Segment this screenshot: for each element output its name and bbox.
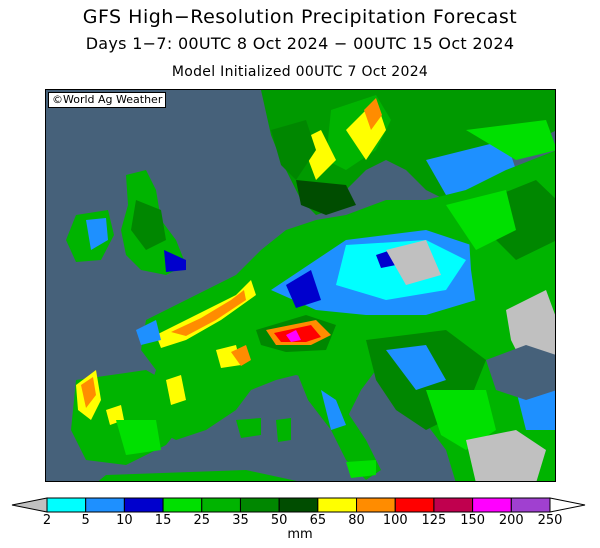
legend-color-box bbox=[201, 497, 241, 513]
legend-tick-label: 2 bbox=[43, 513, 51, 528]
black-sea bbox=[486, 345, 555, 400]
legend-color-box bbox=[433, 497, 474, 513]
legend-color-box bbox=[46, 497, 87, 513]
legend-color-box bbox=[239, 497, 280, 513]
legend-below-arrow bbox=[11, 497, 48, 513]
legend-color-box bbox=[85, 497, 125, 513]
legend-color-box bbox=[278, 497, 319, 513]
color-legend: 2 5 10 15 25 35 50 65 80 100 125 150 200 250 bbox=[11, 497, 586, 528]
legend-color-box bbox=[472, 497, 512, 513]
precipitation-map bbox=[45, 89, 556, 482]
legend-color-box bbox=[162, 497, 203, 513]
legend-above-arrow bbox=[549, 497, 586, 513]
map-credit: ©World Ag Weather bbox=[48, 92, 167, 108]
legend-tick-label: 100 bbox=[383, 513, 408, 528]
legend-color-box bbox=[356, 497, 396, 513]
chart-title: GFS High−Resolution Precipitation Foreca… bbox=[82, 6, 518, 28]
legend-tick-label: 50 bbox=[271, 513, 288, 528]
legend-tick-label: 5 bbox=[82, 513, 90, 528]
legend-tick-label: 200 bbox=[499, 513, 524, 528]
legend-tick-label: 80 bbox=[348, 513, 365, 528]
legend-tick-label: 10 bbox=[116, 513, 133, 528]
legend-tick-label: 65 bbox=[310, 513, 327, 528]
legend-tick-label: 150 bbox=[460, 513, 485, 528]
legend-color-box bbox=[394, 497, 435, 513]
legend-tick-label: 250 bbox=[538, 513, 563, 528]
legend-color-box bbox=[510, 497, 551, 513]
legend-color-box bbox=[123, 497, 164, 513]
legend-units: mm bbox=[287, 527, 313, 542]
legend-color-box bbox=[317, 497, 358, 513]
legend-tick-label: 15 bbox=[155, 513, 172, 528]
legend-tick-label: 35 bbox=[232, 513, 249, 528]
forecast-period: Days 1−7: 00UTC 8 Oct 2024 − 00UTC 15 Oc… bbox=[85, 34, 515, 53]
legend-tick-label: 125 bbox=[422, 513, 447, 528]
model-init-time: Model Initialized 00UTC 7 Oct 2024 bbox=[171, 64, 429, 80]
legend-tick-label: 25 bbox=[193, 513, 210, 528]
